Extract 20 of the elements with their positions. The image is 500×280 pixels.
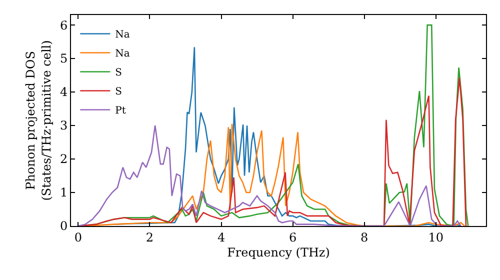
legend-label: Pt [115,106,126,117]
x-axis-title: Frequency (THz) [227,245,330,260]
y-tick-label: 1 [60,186,68,200]
legend-label: Na [115,48,130,60]
x-tick-label: 8 [360,230,368,244]
y-tick-label: 4 [60,85,68,100]
legend-label: Na [115,30,130,41]
y-tick-label: 3 [60,118,68,133]
x-tick-label: 6 [288,230,297,244]
legend-label: S [115,86,122,98]
y-tick-label: 2 [60,152,68,166]
x-tick-label: 0 [74,230,82,244]
x-tick-label: 4 [217,230,226,244]
y-tick-label: 6 [60,18,68,32]
y-tick-label: 0 [60,219,68,234]
legend-label: S [115,68,122,79]
x-tick-label: 10 [428,230,444,244]
x-tick-label: 2 [146,230,154,244]
y-tick-label: 5 [60,52,68,66]
y-axis-title: Phonon projected DOS (States/THz·primitive cell) [24,40,54,201]
